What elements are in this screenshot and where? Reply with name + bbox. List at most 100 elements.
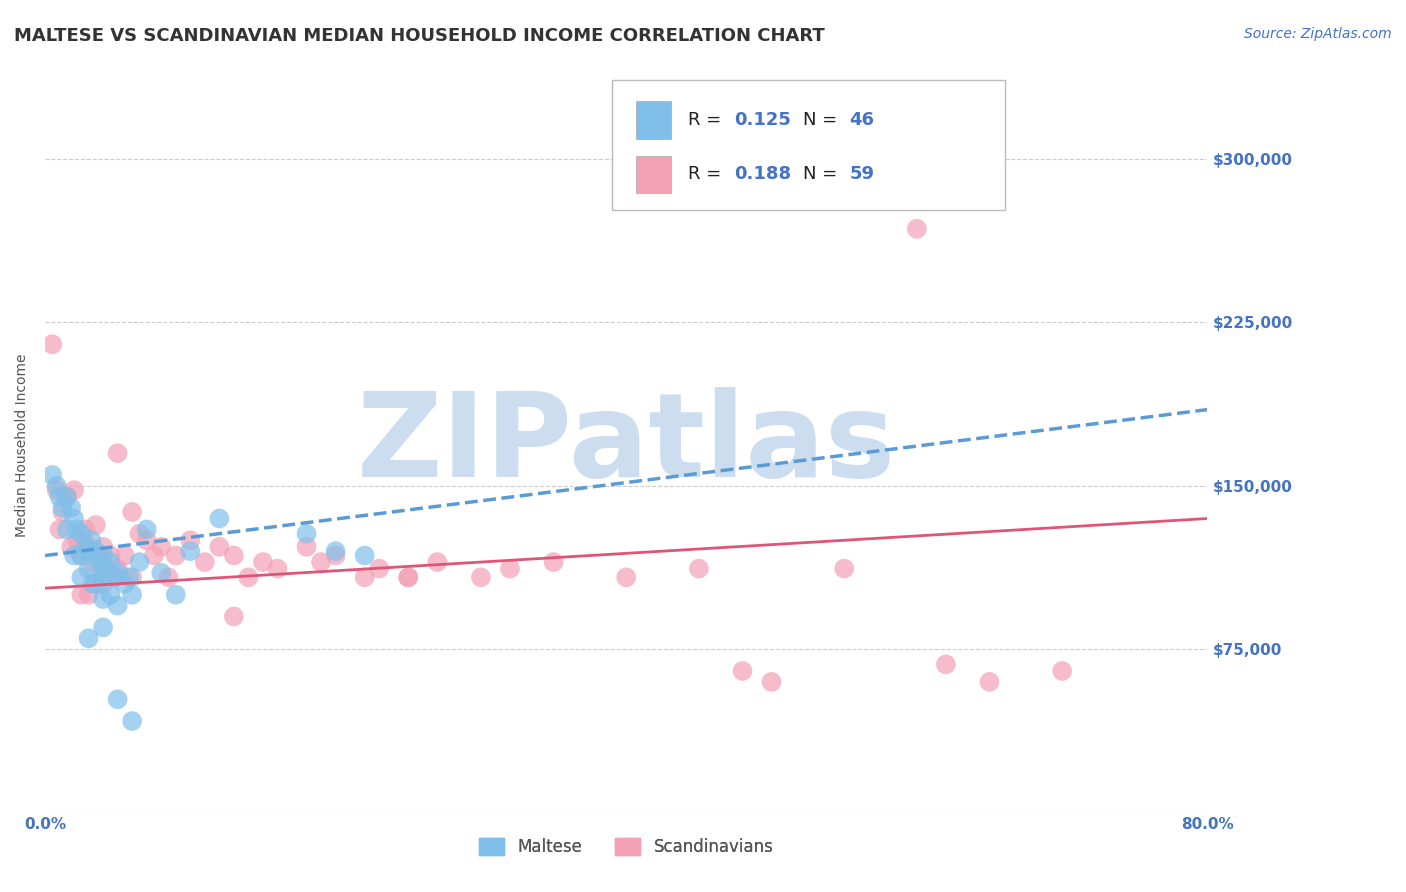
Text: N =: N = xyxy=(803,165,842,184)
Point xyxy=(1050,664,1073,678)
Point xyxy=(731,664,754,678)
Point xyxy=(75,522,97,536)
Point xyxy=(368,561,391,575)
Point xyxy=(150,566,173,580)
Point xyxy=(84,577,107,591)
Point xyxy=(51,500,73,515)
Point xyxy=(63,511,86,525)
Point xyxy=(84,518,107,533)
Point xyxy=(70,570,93,584)
Point xyxy=(905,222,928,236)
Text: ZIPatlas: ZIPatlas xyxy=(357,387,896,502)
Point xyxy=(91,570,114,584)
Point xyxy=(70,526,93,541)
Point xyxy=(396,570,419,584)
Point xyxy=(150,540,173,554)
Point xyxy=(114,549,136,563)
Text: 0.188: 0.188 xyxy=(734,165,792,184)
Point xyxy=(121,588,143,602)
Point xyxy=(98,549,121,563)
Point xyxy=(91,620,114,634)
Point xyxy=(107,566,129,580)
Point xyxy=(91,592,114,607)
Point xyxy=(77,588,100,602)
Point xyxy=(832,561,855,575)
Point xyxy=(353,549,375,563)
Text: N =: N = xyxy=(803,112,842,129)
Point xyxy=(135,522,157,536)
Point xyxy=(252,555,274,569)
Point xyxy=(935,657,957,672)
Point xyxy=(89,555,111,569)
Point xyxy=(266,561,288,575)
Point xyxy=(128,555,150,569)
Point xyxy=(80,533,103,548)
Point xyxy=(499,561,522,575)
Point xyxy=(84,544,107,558)
Point xyxy=(55,490,77,504)
Point xyxy=(107,599,129,613)
Point xyxy=(208,540,231,554)
Point xyxy=(45,479,67,493)
Legend: Maltese, Scandinavians: Maltese, Scandinavians xyxy=(472,831,780,863)
Point xyxy=(179,544,201,558)
Text: R =: R = xyxy=(688,165,727,184)
Point xyxy=(70,549,93,563)
Point xyxy=(82,577,104,591)
Point xyxy=(75,540,97,554)
Point xyxy=(107,446,129,460)
Point xyxy=(396,570,419,584)
Point xyxy=(165,588,187,602)
Point xyxy=(70,549,93,563)
Point xyxy=(353,570,375,584)
Point xyxy=(48,522,70,536)
Point xyxy=(114,577,136,591)
Point xyxy=(222,549,245,563)
Point xyxy=(121,714,143,728)
Point xyxy=(63,549,86,563)
Point xyxy=(82,555,104,569)
Text: MALTESE VS SCANDINAVIAN MEDIAN HOUSEHOLD INCOME CORRELATION CHART: MALTESE VS SCANDINAVIAN MEDIAN HOUSEHOLD… xyxy=(14,27,825,45)
Text: 46: 46 xyxy=(849,112,875,129)
Point xyxy=(91,577,114,591)
Point xyxy=(979,674,1001,689)
Point xyxy=(66,533,89,548)
Point xyxy=(470,570,492,584)
Point xyxy=(614,570,637,584)
Point xyxy=(48,490,70,504)
Point xyxy=(41,337,63,351)
Point xyxy=(142,549,165,563)
Point xyxy=(104,570,127,584)
Point xyxy=(157,570,180,584)
Point xyxy=(238,570,260,584)
Point xyxy=(45,483,67,498)
Point xyxy=(309,555,332,569)
Point xyxy=(63,483,86,498)
Point xyxy=(426,555,449,569)
Point xyxy=(55,490,77,504)
Point xyxy=(121,570,143,584)
Text: 59: 59 xyxy=(849,165,875,184)
Point xyxy=(98,555,121,569)
Point xyxy=(194,555,217,569)
Point xyxy=(543,555,565,569)
Point xyxy=(98,588,121,602)
Point xyxy=(91,540,114,554)
Point xyxy=(104,570,127,584)
Text: Source: ZipAtlas.com: Source: ZipAtlas.com xyxy=(1244,27,1392,41)
Point xyxy=(208,511,231,525)
Point xyxy=(128,526,150,541)
Point xyxy=(121,505,143,519)
Point xyxy=(89,570,111,584)
Point xyxy=(55,522,77,536)
Text: R =: R = xyxy=(688,112,727,129)
Point xyxy=(66,522,89,536)
Point xyxy=(179,533,201,548)
Point xyxy=(94,561,117,575)
Point xyxy=(91,549,114,563)
Point xyxy=(325,544,347,558)
Point xyxy=(51,505,73,519)
Point xyxy=(688,561,710,575)
Point xyxy=(107,692,129,706)
Point xyxy=(77,544,100,558)
